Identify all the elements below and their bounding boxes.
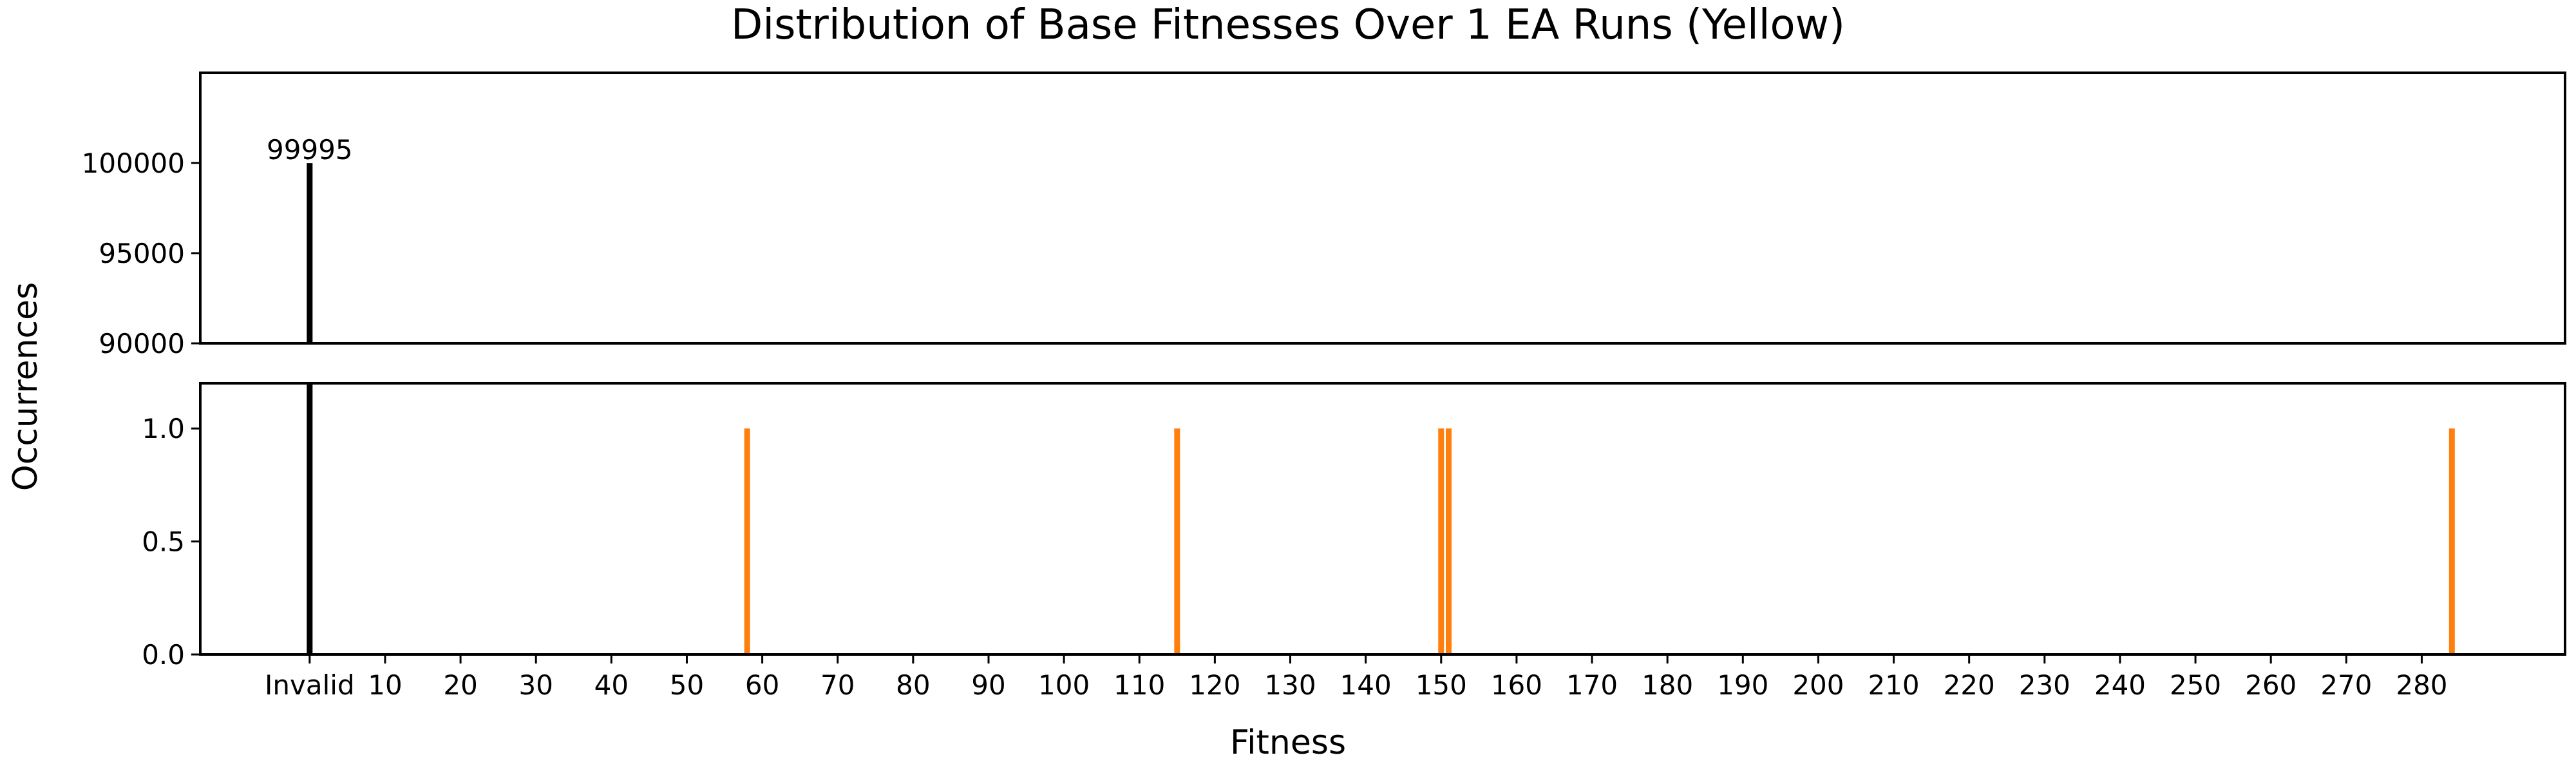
x-tick-label-22: 220 <box>1944 669 1995 701</box>
x-tick-label-7: 70 <box>820 669 855 701</box>
x-tick-label-24: 240 <box>2094 669 2146 701</box>
lower-y-tick-label-0: 0.0 <box>142 639 185 671</box>
x-tick-label-14: 140 <box>1340 669 1392 701</box>
x-tick-label-18: 180 <box>1642 669 1693 701</box>
x-tick-label-6: 60 <box>745 669 779 701</box>
x-tick-label-1: 10 <box>368 669 402 701</box>
lower-plot-frame <box>199 382 2566 656</box>
bar-lower-1-1 <box>1174 428 1180 654</box>
upper-y-tick-label-1: 95000 <box>99 238 185 269</box>
lower-y-tick-label-1: 0.5 <box>142 526 185 558</box>
x-tick-label-27: 270 <box>2320 669 2372 701</box>
x-tick-label-5: 50 <box>670 669 704 701</box>
bar-lower-1-3 <box>1445 428 1452 654</box>
x-tick-label-20: 200 <box>1792 669 1844 701</box>
lower-bars <box>307 383 2455 654</box>
y-axis-title: Occurrences <box>6 282 45 491</box>
x-tick-label-16: 160 <box>1491 669 1542 701</box>
x-tick-label-12: 120 <box>1189 669 1240 701</box>
x-tick-label-3: 30 <box>518 669 553 701</box>
x-tick-label-19: 190 <box>1717 669 1768 701</box>
bar-upper-0-0 <box>307 163 313 343</box>
x-tick-label-10: 100 <box>1038 669 1090 701</box>
bar-lower-0-0 <box>307 383 313 654</box>
x-tick-label-4: 40 <box>594 669 629 701</box>
data-label-0-0: 99995 <box>267 134 353 166</box>
x-tick-label-21: 210 <box>1868 669 1919 701</box>
x-tick-label-9: 90 <box>971 669 1005 701</box>
x-tick-label-17: 170 <box>1566 669 1618 701</box>
upper-data-labels: 99995 <box>267 134 353 166</box>
chart-title: Distribution of Base Fitnesses Over 1 EA… <box>731 1 1845 49</box>
x-tick-label-0: Invalid <box>265 669 355 701</box>
x-tick-label-23: 230 <box>2019 669 2070 701</box>
x-tick-label-11: 110 <box>1113 669 1165 701</box>
x-tick-label-28: 280 <box>2396 669 2447 701</box>
bar-lower-1-4 <box>2448 428 2455 654</box>
upper-y-tick-label-0: 90000 <box>99 328 185 359</box>
x-tick-label-2: 20 <box>443 669 477 701</box>
bar-lower-1-2 <box>1438 428 1444 654</box>
x-tick-label-25: 250 <box>2170 669 2221 701</box>
x-tick-label-15: 150 <box>1416 669 1467 701</box>
lower-y-tick-label-2: 1.0 <box>142 413 185 444</box>
upper-bars <box>307 163 313 343</box>
lower-panel: 0.0 0.5 1.0 Invalid 10 20 30 40 50 60 70 80 90 100 11… <box>142 382 2566 701</box>
lower-y-ticks: 0.0 0.5 1.0 <box>142 413 200 671</box>
x-tick-label-26: 260 <box>2245 669 2297 701</box>
upper-panel: 99995 90000 95000 100000 <box>82 72 2566 359</box>
upper-y-ticks: 90000 95000 100000 <box>82 148 200 359</box>
bar-lower-1-0 <box>744 428 750 654</box>
upper-plot-frame <box>199 72 2566 345</box>
x-tick-label-8: 80 <box>896 669 930 701</box>
x-axis-title: Fitness <box>1230 723 1346 762</box>
x-tick-label-13: 130 <box>1264 669 1316 701</box>
x-ticks: Invalid 10 20 30 40 50 60 70 80 90 100 110 120 130 140… <box>265 654 2448 701</box>
upper-y-tick-label-2: 100000 <box>82 148 185 179</box>
